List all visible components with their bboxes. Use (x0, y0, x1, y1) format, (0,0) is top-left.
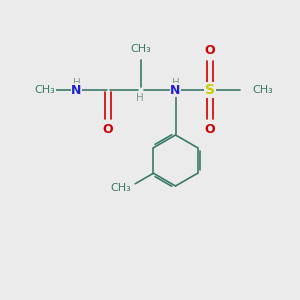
Text: H: H (136, 93, 143, 103)
Text: H: H (73, 77, 80, 88)
Text: N: N (170, 83, 181, 97)
Text: H: H (172, 77, 179, 88)
Text: O: O (103, 123, 113, 136)
Text: CH₃: CH₃ (130, 44, 152, 54)
Text: O: O (205, 44, 215, 57)
Text: CH₃: CH₃ (34, 85, 56, 95)
Text: CH₃: CH₃ (110, 183, 131, 193)
Text: S: S (205, 83, 215, 97)
Text: O: O (205, 123, 215, 136)
Text: N: N (71, 83, 82, 97)
Text: CH₃: CH₃ (252, 85, 273, 95)
